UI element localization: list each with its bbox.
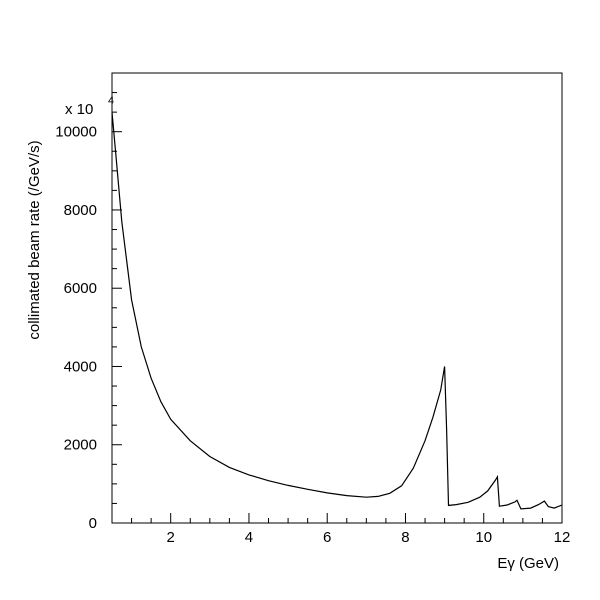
y-tick-label: 6000 xyxy=(64,280,97,297)
x-axis-tick-labels: 2 4 6 8 10 12 xyxy=(167,529,571,546)
y-tick-label: 0 xyxy=(89,515,97,532)
y-tick-label: 4000 xyxy=(64,358,97,375)
y-tick-label: 2000 xyxy=(64,437,97,454)
x-axis-label: Eγ (GeV) xyxy=(497,555,559,572)
y-axis-label: collimated beam rate (/GeV/s) xyxy=(26,140,43,339)
y-axis-tick-labels: 0 2000 4000 6000 8000 10000 xyxy=(55,124,97,532)
y-multiplier-label: x 10 xyxy=(65,101,93,118)
x-tick-label: 6 xyxy=(323,529,331,546)
x-axis-ticks xyxy=(131,513,563,523)
plot-frame xyxy=(111,72,563,524)
x-tick-label: 10 xyxy=(475,529,492,546)
x-tick-label: 4 xyxy=(245,529,253,546)
y-tick-label: 10000 xyxy=(55,124,97,141)
series-line xyxy=(111,112,563,510)
y-multiplier-exponent: 4 xyxy=(108,95,114,107)
x-tick-label: 8 xyxy=(401,529,409,546)
x-tick-label: 2 xyxy=(167,529,175,546)
y-tick-label: 8000 xyxy=(64,202,97,219)
x-tick-label: 12 xyxy=(554,529,571,546)
y-axis-ticks xyxy=(112,72,122,524)
